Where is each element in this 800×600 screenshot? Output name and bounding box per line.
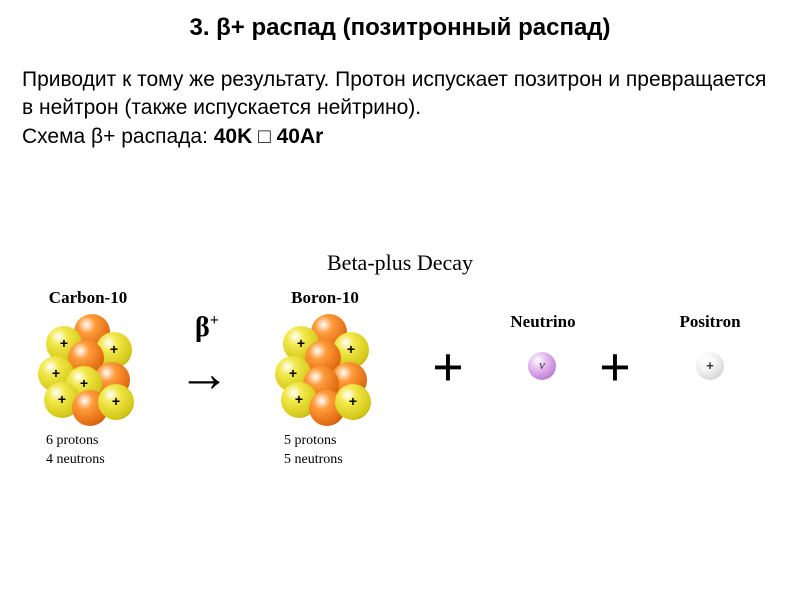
neutrino-label: Neutrino bbox=[498, 312, 588, 332]
beta-plus-symbol: β+ bbox=[195, 312, 219, 344]
scheme-value: 40K □ 40Ar bbox=[214, 125, 324, 148]
neutrino-icon bbox=[528, 352, 556, 380]
carbon-subtext: 6 protons 4 neutrons bbox=[46, 432, 105, 470]
boron-label: Boron-10 bbox=[265, 288, 385, 308]
arrow-icon: → bbox=[178, 348, 230, 400]
carbon-nucleus bbox=[38, 314, 148, 424]
plus-icon: + bbox=[432, 336, 464, 400]
slide-title: 3. β+ распад (позитронный распад) bbox=[0, 0, 800, 42]
boron-subtext: 5 protons 5 neutrons bbox=[284, 432, 343, 470]
scheme-line: Схема β+ распада: 40K □ 40Ar bbox=[0, 123, 800, 151]
positron-label: Positron bbox=[665, 312, 755, 332]
scheme-prefix: Схема β+ распада: bbox=[22, 125, 214, 148]
diagram-title: Beta-plus Decay bbox=[327, 250, 473, 276]
carbon-label: Carbon-10 bbox=[28, 288, 148, 308]
positron-icon bbox=[696, 352, 724, 380]
decay-diagram: Beta-plus Decay Carbon-10 6 protons 4 ne… bbox=[0, 250, 800, 580]
plus-icon: + bbox=[599, 336, 631, 400]
proton-icon bbox=[98, 384, 134, 420]
proton-icon bbox=[335, 384, 371, 420]
boron-nucleus bbox=[275, 314, 385, 424]
body-paragraph: Приводит к тому же результату. Протон ис… bbox=[0, 42, 800, 123]
